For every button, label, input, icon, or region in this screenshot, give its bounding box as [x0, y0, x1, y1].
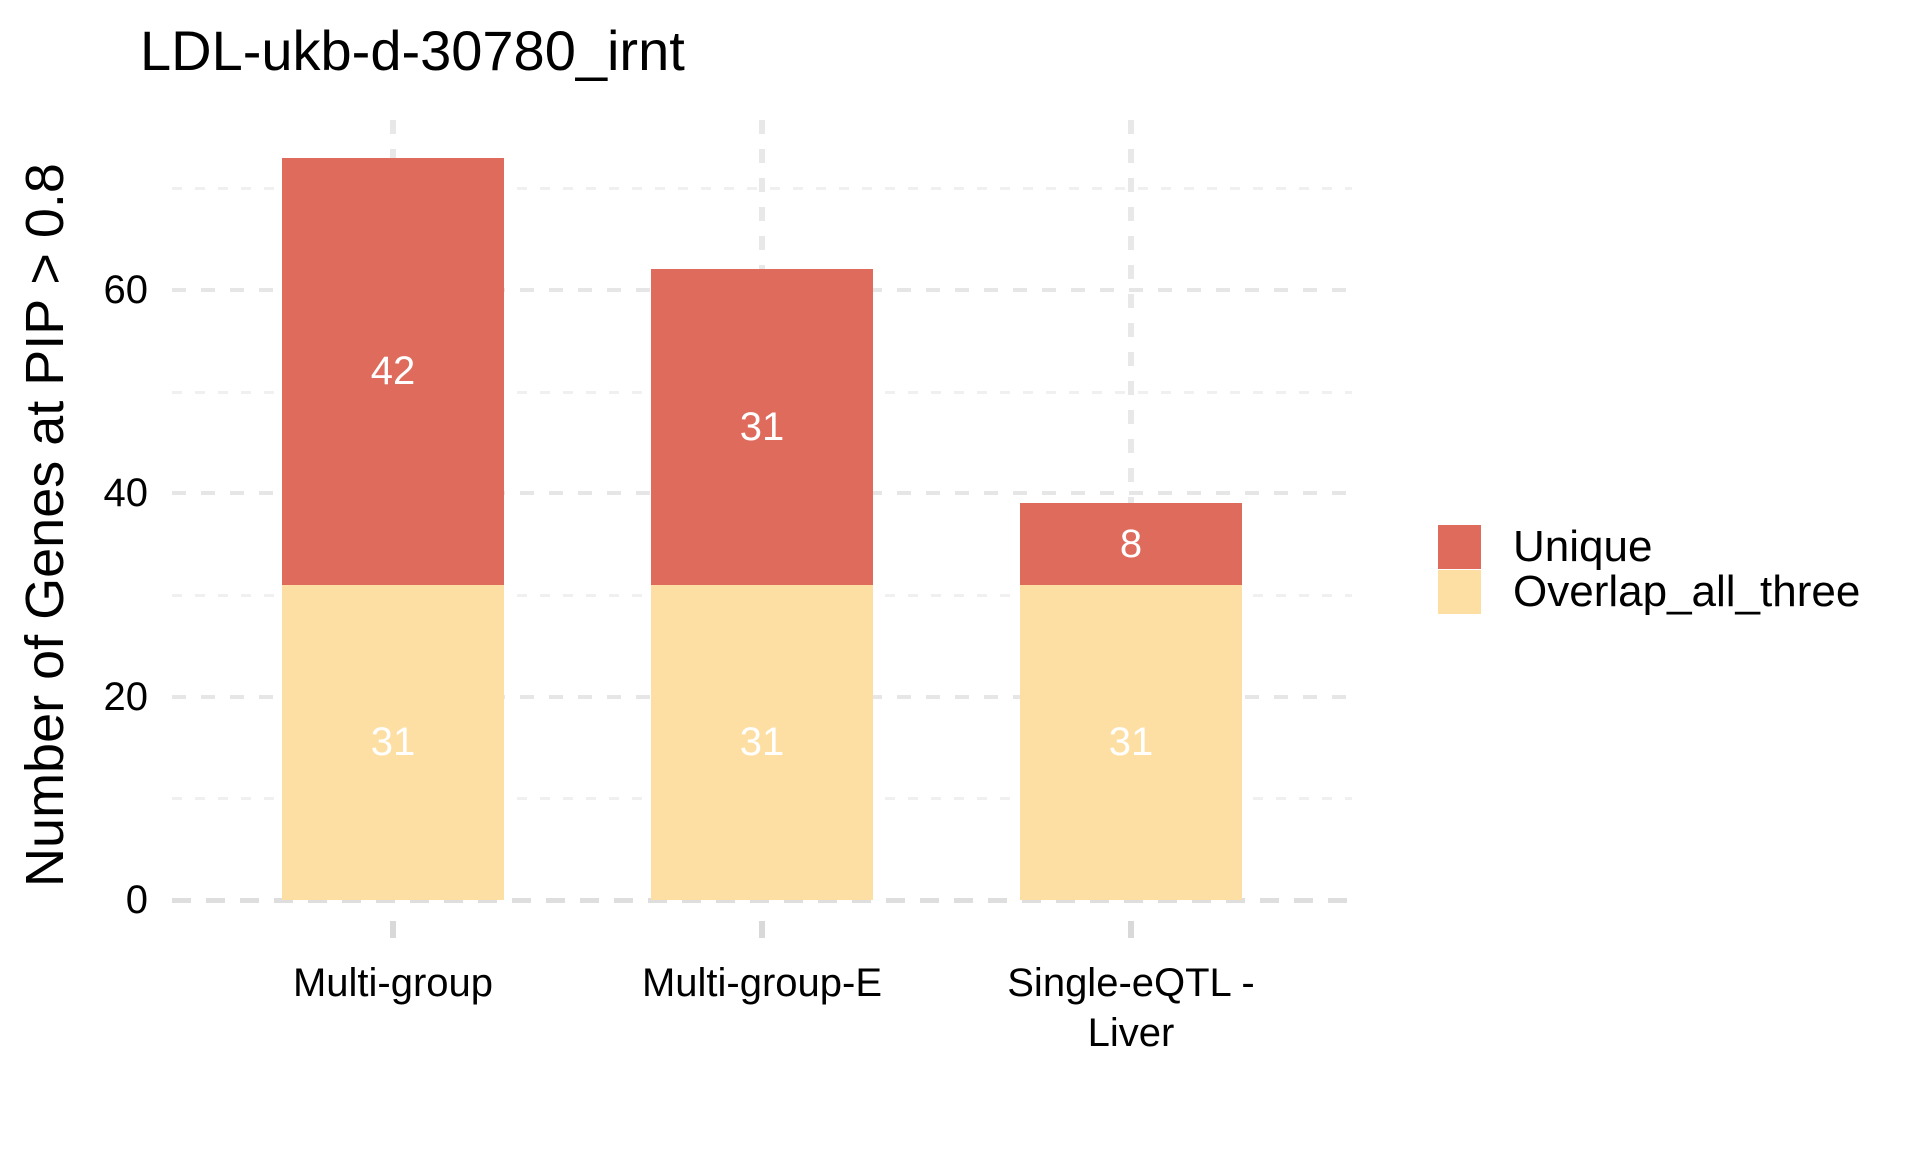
bar-segment-unique: 8: [1020, 503, 1242, 585]
bar-value-label: 31: [739, 720, 785, 765]
bar-value-label: 31: [1108, 720, 1154, 765]
bar-segment-unique: 42: [282, 157, 504, 585]
y-tick-label: 60: [103, 267, 149, 312]
legend-label: Unique: [1513, 522, 1653, 571]
chart-title: LDL-ukb-d-30780_irnt: [140, 19, 685, 82]
bar-value-label: 8: [1119, 522, 1143, 567]
legend-item: Overlap_all_three: [1438, 570, 1860, 614]
x-axis-tick: [1128, 921, 1134, 938]
bar-value-label: 31: [739, 405, 785, 450]
x-category-label: Single-eQTL - Liver: [1007, 961, 1255, 1055]
bar-segment-unique: 31: [651, 269, 873, 585]
legend-item: Unique: [1438, 525, 1860, 569]
bar-value-label: 31: [370, 720, 416, 765]
legend-swatch-unique: [1438, 525, 1481, 569]
legend-label: Overlap_all_three: [1513, 567, 1861, 616]
bar-value-label: 42: [370, 349, 416, 394]
y-tick-label: 40: [103, 471, 149, 516]
bar-segment-overlap_all_three: 31: [651, 584, 873, 900]
bar-segment-overlap_all_three: 31: [1020, 584, 1242, 900]
y-tick-label: 0: [125, 878, 148, 922]
x-category-label: Multi-group-E: [641, 961, 883, 1005]
bar-segment-overlap_all_three: 31: [282, 584, 504, 900]
y-tick-label: 20: [103, 674, 149, 719]
plot-panel: 31 42 31 31 31 8: [172, 120, 1352, 918]
x-category-label: Multi-group: [292, 961, 494, 1005]
legend-swatch-overlap_all_three: [1438, 570, 1481, 614]
x-axis-tick: [390, 921, 396, 938]
x-axis-tick: [759, 921, 765, 938]
zero-baseline: [172, 898, 1352, 903]
legend: Unique Overlap_all_three: [1438, 525, 1860, 615]
